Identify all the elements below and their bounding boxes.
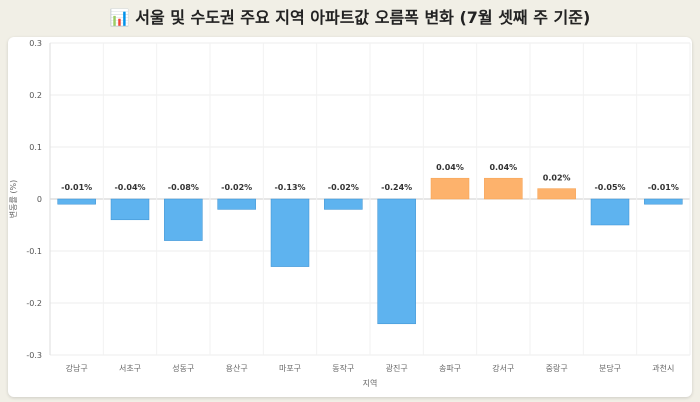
bar xyxy=(590,198,630,226)
x-tick-label: 강서구 xyxy=(492,363,514,373)
y-tick-label: -0.3 xyxy=(26,351,42,360)
bar xyxy=(57,198,96,205)
bar xyxy=(537,188,576,200)
bar xyxy=(430,177,470,200)
data-label: -0.08% xyxy=(168,183,199,192)
data-label: -0.04% xyxy=(114,183,145,192)
x-tick-label: 성동구 xyxy=(172,364,194,373)
data-label: -0.05% xyxy=(594,183,625,192)
y-tick-label: 0.1 xyxy=(29,143,42,152)
x-tick-label: 강남구 xyxy=(66,363,88,373)
y-axis-title: 변동률 (%) xyxy=(8,180,18,218)
data-label: -0.01% xyxy=(61,183,92,192)
data-label: -0.02% xyxy=(328,183,359,192)
y-tick-label: 0.2 xyxy=(29,91,42,100)
bar xyxy=(217,198,256,210)
x-tick-label: 광진구 xyxy=(386,363,408,373)
y-tick-label: 0.3 xyxy=(29,39,42,48)
bar xyxy=(644,198,683,205)
data-label: 0.04% xyxy=(489,163,517,172)
x-tick-label: 송파구 xyxy=(439,364,461,373)
x-tick-label: 서초구 xyxy=(119,364,141,373)
bar-chart-icon: 📊 xyxy=(109,8,130,27)
data-label: -0.24% xyxy=(381,183,412,192)
bar xyxy=(484,177,523,200)
data-label: 0.04% xyxy=(436,163,464,172)
x-tick-label: 분당구 xyxy=(599,363,621,373)
x-tick-label: 동작구 xyxy=(332,363,354,373)
data-label: -0.13% xyxy=(274,183,305,192)
x-tick-label: 중랑구 xyxy=(546,363,568,373)
bar xyxy=(110,198,150,221)
data-label: 0.02% xyxy=(543,174,571,183)
x-tick-label: 용산구 xyxy=(226,363,248,373)
x-axis-title: 지역 xyxy=(363,378,378,388)
y-tick-label: 0 xyxy=(37,195,42,204)
x-tick-label: 마포구 xyxy=(279,364,301,373)
x-tick-label: 과천시 xyxy=(652,363,674,373)
bar xyxy=(324,198,363,210)
bar xyxy=(270,198,310,267)
bar xyxy=(377,198,416,325)
data-label: -0.02% xyxy=(221,183,252,192)
data-label: -0.01% xyxy=(648,183,679,192)
y-tick-label: -0.1 xyxy=(26,247,42,256)
chart-title: 📊 서울 및 수도권 주요 지역 아파트값 오름폭 변화 (7월 셋째 주 기준… xyxy=(109,8,591,27)
bar xyxy=(164,198,203,241)
y-tick-label: -0.2 xyxy=(26,299,42,308)
